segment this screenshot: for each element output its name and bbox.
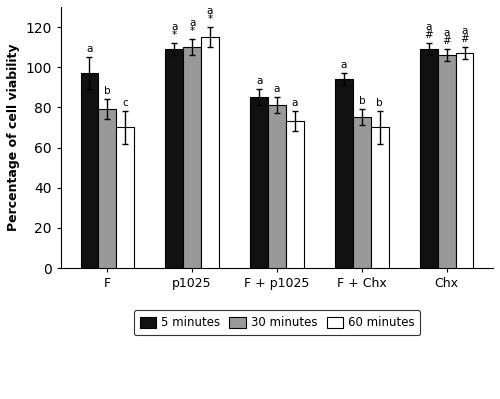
Bar bbox=[370, 127, 388, 268]
Text: a: a bbox=[86, 44, 92, 54]
Text: a: a bbox=[189, 18, 196, 28]
Text: a: a bbox=[292, 99, 298, 109]
Text: c: c bbox=[122, 99, 128, 109]
Text: #: # bbox=[460, 34, 469, 44]
Bar bbox=[420, 49, 438, 268]
Text: b: b bbox=[358, 97, 365, 107]
Legend: 5 minutes, 30 minutes, 60 minutes: 5 minutes, 30 minutes, 60 minutes bbox=[134, 310, 420, 335]
Bar bbox=[353, 117, 370, 268]
Text: *: * bbox=[208, 14, 212, 24]
Bar bbox=[335, 79, 353, 268]
Bar bbox=[456, 53, 473, 268]
Text: #: # bbox=[442, 36, 451, 46]
Y-axis label: Percentage of cell viability: Percentage of cell viability bbox=[7, 44, 20, 231]
Bar bbox=[268, 105, 286, 268]
Bar bbox=[183, 47, 201, 268]
Text: a: a bbox=[341, 60, 347, 70]
Bar bbox=[286, 121, 304, 268]
Text: #: # bbox=[424, 30, 433, 40]
Bar bbox=[80, 73, 98, 268]
Bar bbox=[250, 97, 268, 268]
Text: b: b bbox=[104, 86, 110, 96]
Text: a: a bbox=[256, 76, 262, 86]
Bar bbox=[98, 109, 116, 268]
Text: *: * bbox=[172, 30, 177, 40]
Text: a: a bbox=[274, 84, 280, 94]
Text: a: a bbox=[426, 22, 432, 32]
Text: *: * bbox=[190, 26, 194, 36]
Text: a: a bbox=[462, 26, 468, 36]
Text: a: a bbox=[171, 22, 177, 32]
Bar bbox=[201, 37, 219, 268]
Bar bbox=[166, 49, 183, 268]
Bar bbox=[438, 55, 456, 268]
Text: a: a bbox=[207, 6, 213, 16]
Bar bbox=[116, 127, 134, 268]
Text: b: b bbox=[376, 99, 383, 109]
Text: a: a bbox=[444, 28, 450, 38]
